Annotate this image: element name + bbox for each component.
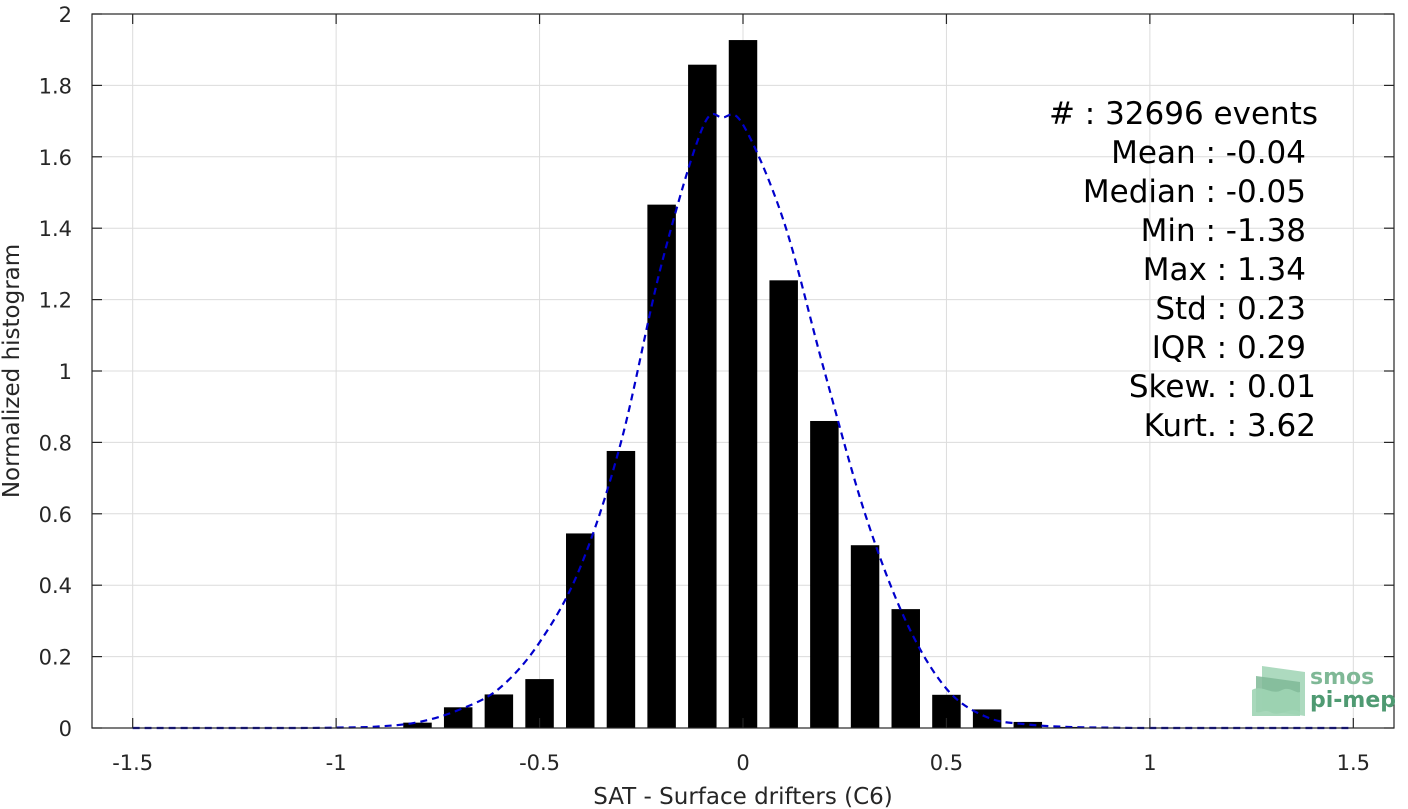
histogram-bar xyxy=(972,709,1002,728)
y-tick-label: 1.4 xyxy=(39,217,72,241)
stat-line: Std : 0.23 xyxy=(1155,291,1306,327)
x-tick-label: 0 xyxy=(736,751,749,775)
stat-line: Kurt. : 3.62 xyxy=(1144,408,1316,444)
histogram-bar xyxy=(850,545,880,728)
logo-text-pi-mep: pi-mep xyxy=(1310,688,1396,713)
histogram-bar xyxy=(891,609,920,728)
stat-line: Min : -1.38 xyxy=(1141,213,1306,249)
histogram-bar xyxy=(810,420,839,728)
y-tick-label: 1.6 xyxy=(39,146,72,170)
y-tick-label: 1.8 xyxy=(39,74,72,98)
x-axis-label: SAT - Surface drifters (C6) xyxy=(593,784,893,809)
logo-text-smos: smos xyxy=(1310,665,1374,690)
y-tick-label: 2 xyxy=(59,3,72,27)
histogram-bars xyxy=(159,40,1287,729)
x-tick-label: -0.5 xyxy=(519,751,560,775)
histogram-bar xyxy=(728,40,758,729)
histogram-bar xyxy=(443,707,473,728)
x-tick-label: -1 xyxy=(326,751,347,775)
axis-ticks xyxy=(92,13,1394,729)
stat-line: # : 32696 events xyxy=(1049,96,1318,132)
y-tick-label: 1.2 xyxy=(39,289,72,313)
histogram-bar xyxy=(1013,721,1043,728)
x-tick-label: 0.5 xyxy=(930,751,963,775)
stat-line: IQR : 0.29 xyxy=(1152,330,1306,366)
histogram-bar xyxy=(606,450,636,728)
histogram-bar xyxy=(647,204,676,728)
stat-line: Mean : -0.04 xyxy=(1111,135,1306,171)
histogram-bar xyxy=(403,722,432,728)
x-tick-label: -1.5 xyxy=(112,751,153,775)
histogram-bar xyxy=(566,533,595,728)
wave-layers-icon xyxy=(1252,666,1305,716)
histogram-bar xyxy=(484,694,514,728)
y-tick-label: 1 xyxy=(59,360,72,384)
stat-line: Max : 1.34 xyxy=(1143,252,1306,288)
y-tick-label: 0.6 xyxy=(39,503,72,527)
stat-line: Skew. : 0.01 xyxy=(1129,369,1316,405)
x-tick-label: 1.5 xyxy=(1337,751,1370,775)
y-tick-label: 0.2 xyxy=(39,646,72,670)
stat-line: Median : -0.05 xyxy=(1083,174,1306,210)
y-tick-label: 0 xyxy=(59,717,72,741)
histogram-bar xyxy=(769,280,798,728)
y-axis-label: Normalized histogram xyxy=(0,244,25,498)
y-tick-label: 0.4 xyxy=(39,574,72,598)
y-tick-label: 0.8 xyxy=(39,431,72,455)
x-tick-label: 1 xyxy=(1143,751,1156,775)
y-tick-labels: 0 0.2 0.4 0.6 0.8 1 1.2 1.4 1.6 1.8 2 xyxy=(39,3,72,741)
smos-pi-mep-logo: smos pi-mep xyxy=(1252,665,1396,716)
histogram-bar xyxy=(688,64,717,729)
x-tick-labels: -1.5 -1 -0.5 0 0.5 1 1.5 xyxy=(112,751,1370,775)
